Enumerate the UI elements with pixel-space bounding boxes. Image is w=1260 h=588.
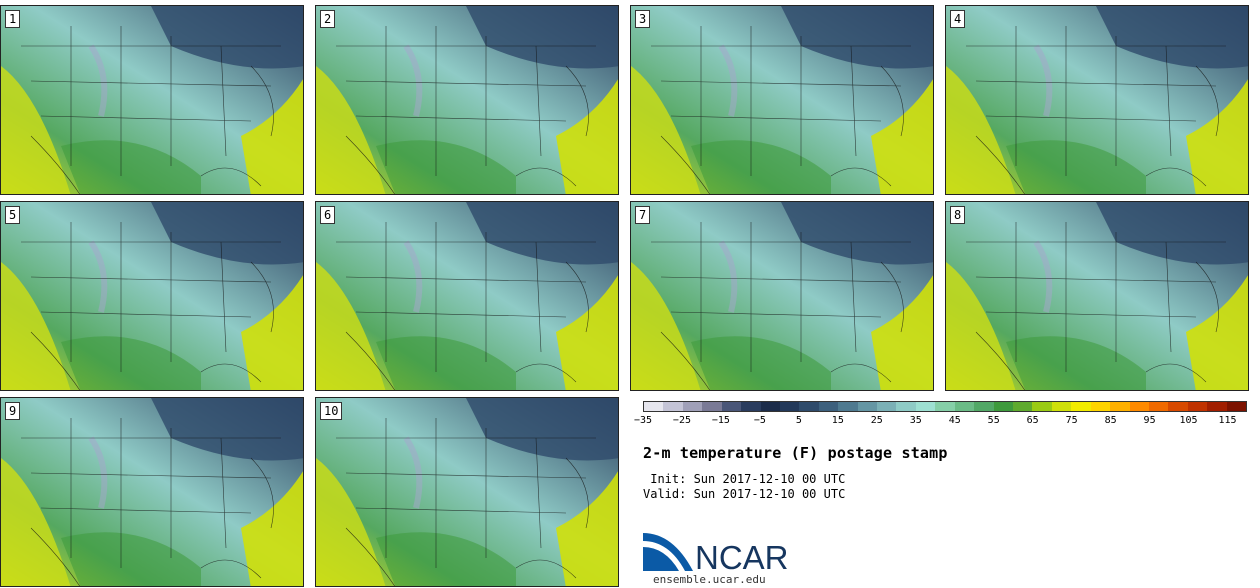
colorbar-swatch [1129,402,1149,411]
colorbar-swatch [741,402,761,411]
colorbar-swatch [721,402,742,411]
colorbar-tick-label: 25 [870,415,883,426]
map-panel: 4 [945,5,1249,195]
colorbar-tick-label: −25 [672,415,691,426]
map-panel: 7 [630,201,934,391]
colorbar-swatch [1071,402,1091,411]
colorbar-swatch [954,402,975,411]
colorbar-swatch [1013,402,1033,411]
colorbar-swatch [877,402,897,411]
colorbar-tick-label: 35 [909,415,922,426]
panel-label: 1 [5,10,21,28]
colorbar-swatch [915,402,936,411]
ncar-logo: NCAR [643,531,793,577]
panel-label: 6 [320,206,336,224]
colorbar-swatch [896,402,916,411]
colorbar-tick-label: 5 [795,415,802,426]
init-time: Init: Sun 2017-12-10 00 UTC [643,472,846,486]
map-panel: 9 [0,397,304,587]
colorbar-tick-label: −35 [633,415,653,426]
colorbar-swatch [799,402,819,411]
colorbar-tick-label: −15 [711,415,730,426]
colorbar-swatch [993,402,1014,411]
colorbar-swatch [644,402,664,411]
colorbar-tick-label: 55 [987,415,1000,426]
colorbar-swatch [838,402,858,411]
colorbar-swatch [1051,402,1072,411]
map-panel: 6 [315,201,619,391]
colorbar-ticks: −35 −25 −15 −5 5 15 25 35 45 55 65 75 85 95 105 115 [634,415,1247,429]
colorbar-tick-label: 85 [1104,415,1117,426]
colorbar-swatch [1090,402,1111,411]
colorbar-swatch [1187,402,1208,411]
panel-label: 9 [5,402,21,420]
map-panel: 5 [0,201,304,391]
colorbar-swatch [1032,402,1052,411]
colorbar-tick-label: 95 [1143,415,1156,426]
panel-label: 7 [635,206,651,224]
map-panel: 8 [945,201,1249,391]
chart-title: 2-m temperature (F) postage stamp [643,444,948,462]
colorbar-tick-label: 75 [1065,415,1078,426]
panel-label: 3 [635,10,651,28]
map-panel: 2 [315,5,619,195]
colorbar-swatch [818,402,839,411]
panel-label: 10 [320,402,343,420]
colorbar-tick-label: 15 [831,415,844,426]
colorbar-swatch [663,402,683,411]
valid-time: Valid: Sun 2017-12-10 00 UTC [643,487,846,501]
site-url: ensemble.ucar.edu [653,573,766,586]
colorbar-swatch [974,402,994,411]
colorbar-tick-label: −5 [753,415,766,426]
colorbar-swatch [1207,402,1227,411]
colorbar-swatch [760,402,780,411]
map-panel: 10 [315,397,619,587]
colorbar-swatch [1110,402,1130,411]
colorbar-swatch [1148,402,1169,411]
colorbar-swatch [702,402,722,411]
colorbar-swatch [779,402,800,411]
panel-label: 8 [950,206,966,224]
colorbar-swatch [857,402,878,411]
map-panel: 1 [0,5,304,195]
colorbar-tick-label: 115 [1218,415,1237,426]
colorbar-swatch [1226,402,1247,411]
panel-label: 5 [5,206,21,224]
panel-label: 4 [950,10,966,28]
colorbar-swatch [935,402,955,411]
map-panel: 3 [630,5,934,195]
colorbar [643,401,1247,412]
colorbar-tick-label: 45 [948,415,961,426]
logo-text: NCAR [695,539,789,573]
panel-label: 2 [320,10,336,28]
colorbar-swatch [1168,402,1188,411]
colorbar-swatch [682,402,703,411]
colorbar-tick-label: 65 [1026,415,1039,426]
colorbar-tick-label: 105 [1179,415,1198,426]
